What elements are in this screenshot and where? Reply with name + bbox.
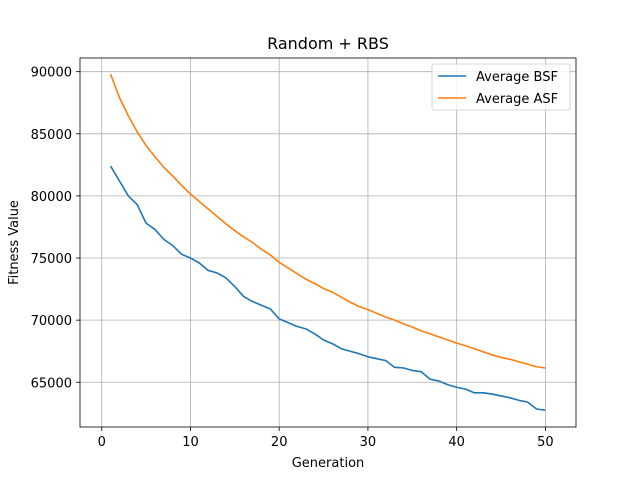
y-tick-label: 75000: [31, 252, 72, 267]
chart-title: Random + RBS: [267, 34, 389, 53]
legend-box: [431, 63, 571, 111]
x-tick-label: 10: [182, 435, 199, 450]
y-tick-label: 80000: [31, 190, 72, 205]
legend-label-average-asf: Average ASF: [476, 92, 558, 107]
series-layer: [109, 73, 546, 412]
x-tick-label: 20: [271, 435, 288, 450]
series-line-average-bsf: [109, 165, 546, 412]
y-tick-label: 65000: [31, 376, 72, 391]
x-tick-label: 50: [537, 435, 554, 450]
grid: [80, 58, 576, 427]
x-tick-label: 0: [98, 435, 106, 450]
series-line-average-asf: [109, 73, 546, 369]
y-axis-label: Fitness Value: [7, 200, 22, 285]
y-tick-label: 70000: [31, 314, 72, 329]
x-tick-label: 30: [360, 435, 377, 450]
x-tick-label: 40: [448, 435, 465, 450]
x-axis-label: Generation: [292, 456, 365, 471]
legend-label-average-bsf: Average BSF: [476, 70, 558, 85]
y-tick-label: 90000: [31, 66, 72, 81]
legend: Average BSF Average ASF: [431, 63, 571, 111]
axes-frame: [79, 57, 577, 428]
ticks: 0 10 20 30 40 50 65000 70000 75000 80000 85000 9000…: [31, 66, 554, 450]
y-tick-label: 85000: [31, 128, 72, 143]
